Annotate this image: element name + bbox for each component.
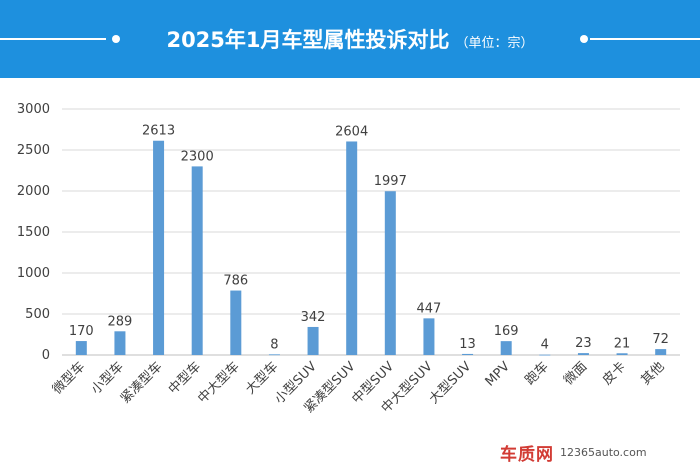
y-tick-label: 1000 — [17, 266, 50, 281]
bar — [384, 191, 396, 355]
bar — [423, 318, 435, 355]
bar — [577, 353, 589, 355]
bar — [500, 341, 512, 355]
y-tick-label: 0 — [42, 348, 50, 363]
decor-dot-left — [112, 35, 120, 43]
bar — [114, 331, 126, 355]
watermark-logo: 车质网 — [500, 444, 554, 465]
bar — [346, 141, 358, 355]
y-tick-label: 2500 — [17, 143, 50, 158]
x-tick-label: 紧凑型车 — [117, 359, 165, 407]
bar — [655, 349, 667, 355]
data-label: 169 — [494, 324, 519, 339]
data-label: 23 — [575, 336, 592, 351]
y-tick-label: 2000 — [17, 184, 50, 199]
y-tick-label: 500 — [25, 307, 50, 322]
title-banner: 2025年1月车型属性投诉对比 （单位：宗） — [0, 0, 700, 78]
watermark: 车质网 12365auto.com — [500, 440, 700, 465]
x-tick-label: 中大型车 — [195, 359, 243, 407]
data-label: 447 — [417, 301, 442, 316]
data-label: 8 — [270, 337, 278, 352]
x-tick-label: 其他 — [639, 359, 668, 388]
data-label: 342 — [301, 310, 326, 325]
bar — [616, 353, 628, 355]
decor-line-right — [590, 38, 700, 40]
data-label: 72 — [652, 332, 669, 347]
data-label: 170 — [69, 324, 94, 339]
x-tick-label: MPV — [483, 359, 513, 389]
x-tick-label: 皮卡 — [600, 359, 629, 388]
data-label: 289 — [108, 314, 133, 329]
x-tick-label: 小型车 — [88, 359, 127, 398]
bar — [153, 140, 165, 355]
chart-title: 2025年1月车型属性投诉对比 — [166, 28, 450, 52]
bar — [462, 353, 474, 355]
y-tick-label: 1500 — [17, 225, 50, 240]
x-tick-label: 中型车 — [165, 359, 204, 398]
x-tick-label: 微型车 — [49, 359, 88, 398]
x-tick-label: 大型车 — [242, 359, 281, 398]
data-label: 2300 — [181, 149, 214, 164]
data-label: 2604 — [335, 124, 368, 139]
data-label: 4 — [541, 338, 549, 353]
bar-chart: 0 500 1000 1500 2000 2500 3000 170 微型车 289 小型车 2613… — [17, 102, 680, 416]
bar — [539, 354, 551, 356]
data-label: 21 — [614, 336, 631, 351]
data-label: 786 — [223, 274, 248, 289]
data-label: 13 — [459, 337, 476, 352]
bar — [307, 326, 319, 355]
bar — [75, 341, 87, 355]
watermark-url: 12365auto.com — [560, 445, 647, 459]
bar — [268, 354, 280, 356]
decor-line-left — [0, 38, 106, 40]
bar — [191, 166, 203, 355]
x-tick-label: 跑车 — [522, 359, 552, 389]
decor-dot-right — [580, 35, 588, 43]
chart-unit: （单位：宗） — [455, 36, 534, 51]
chart-title-wrap: 2025年1月车型属性投诉对比 （单位：宗） — [128, 24, 572, 56]
data-label: 1997 — [374, 174, 407, 189]
x-tick-label: 微面 — [561, 359, 590, 388]
y-tick-label: 3000 — [17, 102, 50, 117]
x-tick-label: 大型SUV — [427, 359, 475, 407]
data-label: 2613 — [142, 124, 175, 139]
bar — [230, 290, 242, 355]
